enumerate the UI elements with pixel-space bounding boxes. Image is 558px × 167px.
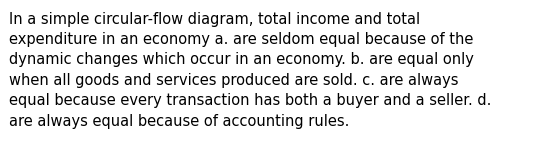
Text: In a simple circular-flow diagram, total income and total
expenditure in an econ: In a simple circular-flow diagram, total… [9, 12, 491, 129]
